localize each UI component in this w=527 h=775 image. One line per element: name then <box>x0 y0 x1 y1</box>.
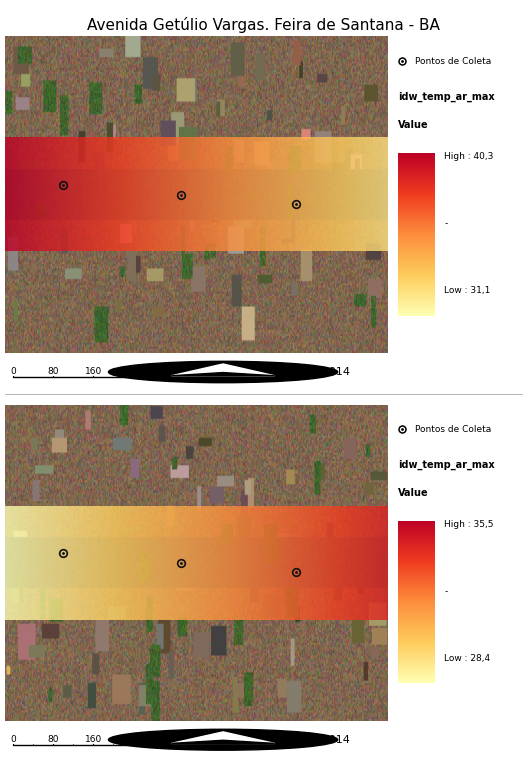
Text: Value: Value <box>398 487 428 498</box>
Text: Pontos de Coleta: Pontos de Coleta <box>415 57 491 66</box>
Polygon shape <box>171 364 275 376</box>
Text: 80: 80 <box>47 735 59 743</box>
Text: Pontos de Coleta: Pontos de Coleta <box>415 425 491 434</box>
Text: 160: 160 <box>84 367 102 376</box>
Text: 11/07/2014: 11/07/2014 <box>287 735 350 745</box>
Text: 0: 0 <box>10 367 16 376</box>
Text: Low : 31,1: Low : 31,1 <box>444 287 491 295</box>
Text: 21/02/2014: 21/02/2014 <box>287 367 350 377</box>
Text: 80: 80 <box>47 367 59 376</box>
Polygon shape <box>171 373 275 376</box>
Text: idw_temp_ar_max: idw_temp_ar_max <box>398 91 494 102</box>
Text: 160: 160 <box>84 735 102 743</box>
Text: 320 m: 320 m <box>159 367 188 376</box>
Text: High : 40,3: High : 40,3 <box>444 152 494 161</box>
Text: 320 m: 320 m <box>159 735 188 743</box>
Circle shape <box>109 361 338 383</box>
Text: Low : 28,4: Low : 28,4 <box>444 654 491 663</box>
Text: High : 35,5: High : 35,5 <box>444 520 494 529</box>
Text: idw_temp_ar_max: idw_temp_ar_max <box>398 460 494 470</box>
Circle shape <box>109 729 338 750</box>
Text: -: - <box>444 587 447 596</box>
Polygon shape <box>171 732 275 743</box>
Text: Avenida Getúlio Vargas. Feira de Santana - BA: Avenida Getúlio Vargas. Feira de Santana… <box>87 17 440 33</box>
Text: Value: Value <box>398 120 428 129</box>
Text: -: - <box>444 219 447 228</box>
Text: 0: 0 <box>10 735 16 743</box>
Polygon shape <box>171 740 275 743</box>
